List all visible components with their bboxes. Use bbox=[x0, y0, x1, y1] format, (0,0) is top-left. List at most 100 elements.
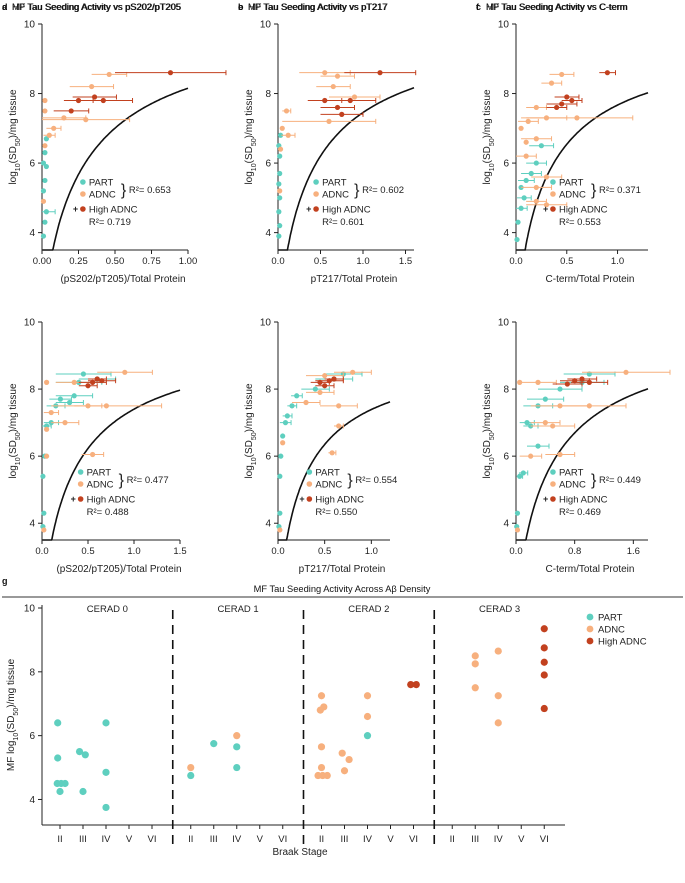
data-point-adnc bbox=[528, 453, 534, 459]
fit-curve bbox=[278, 401, 391, 541]
x-tick-label: 1.0 bbox=[365, 546, 378, 557]
legend-label-part: PART bbox=[322, 178, 347, 189]
data-point-adnc bbox=[350, 369, 356, 375]
legend-brace: } bbox=[119, 472, 125, 489]
data-point-part bbox=[557, 386, 563, 392]
braak-stage-label: V bbox=[518, 834, 525, 845]
data-point-part bbox=[289, 403, 295, 409]
legend-r2-high: R²= 0.719 bbox=[89, 217, 131, 228]
y-tick-label: 4 bbox=[29, 519, 35, 530]
x-tick-label: 0.00 bbox=[33, 256, 52, 267]
data-point-high bbox=[99, 378, 105, 384]
legend-plus: + bbox=[543, 204, 548, 214]
y-tick-label: 4 bbox=[265, 519, 271, 530]
x-tick-label: 0.0 bbox=[35, 546, 48, 557]
data-point-high bbox=[322, 383, 328, 389]
panel-title: MF Tau Seeding Activity vs C-term bbox=[486, 2, 628, 12]
data-point-high bbox=[377, 70, 383, 76]
panel-b: b MF Tau Seeding Activity vs pT217 4 6 8 10 0.… bbox=[238, 2, 417, 285]
legend-marker-adnc bbox=[586, 625, 594, 633]
data-point-adnc bbox=[62, 420, 68, 426]
data-point-adnc bbox=[303, 399, 309, 406]
braak-stage-label: V bbox=[257, 834, 264, 845]
x-tick-label: 0.25 bbox=[69, 256, 88, 267]
y-tick-label: 4 bbox=[503, 228, 509, 239]
data-point-high bbox=[331, 376, 337, 382]
y-tick-label: 10 bbox=[260, 20, 272, 31]
legend-brace: } bbox=[121, 182, 127, 199]
legend-label-part: PART bbox=[559, 468, 584, 479]
data-point-adnc bbox=[46, 132, 52, 138]
data-point-part bbox=[276, 181, 282, 187]
data-point-high bbox=[540, 671, 548, 679]
legend-label-adnc: ADNC bbox=[87, 480, 114, 491]
data-point-adnc bbox=[317, 763, 326, 772]
panel-title: HP Tau Seeding Activity vs pT217 bbox=[248, 2, 387, 12]
panel-letter: g bbox=[2, 576, 8, 586]
legend-brace: } bbox=[591, 472, 597, 489]
legend-r2-combined: R²= 0.653 bbox=[129, 185, 171, 196]
legend-label-high: High ADNC bbox=[598, 637, 647, 648]
data-point-part bbox=[56, 787, 64, 796]
data-point-part bbox=[294, 393, 300, 399]
legend-r2-high: R²= 0.550 bbox=[315, 507, 357, 518]
x-tick-label: 1.0 bbox=[356, 256, 369, 267]
data-point-part bbox=[43, 136, 49, 142]
data-point-part bbox=[277, 195, 283, 201]
legend-marker-adnc bbox=[306, 481, 313, 487]
x-tick-label: 0.8 bbox=[568, 546, 581, 557]
data-point-adnc bbox=[44, 379, 50, 385]
data-point-part bbox=[277, 132, 284, 138]
data-point-adnc bbox=[322, 373, 328, 379]
y-tick-label: 6 bbox=[29, 452, 35, 463]
panel-a: a MF Tau Seeding Activity vs pS202/pT205 4… bbox=[2, 2, 227, 285]
data-point-adnc bbox=[326, 118, 332, 124]
x-axis-label: (pS202/pT205)/Total Protein bbox=[56, 564, 181, 575]
y-tick-label: 8 bbox=[29, 667, 35, 678]
data-point-adnc bbox=[233, 732, 241, 740]
data-point-high bbox=[579, 376, 585, 382]
legend-marker-adnc bbox=[80, 191, 86, 197]
data-point-part bbox=[514, 236, 520, 243]
panel-letter: b bbox=[238, 2, 244, 12]
data-point-part bbox=[75, 748, 84, 756]
data-point-part bbox=[81, 751, 89, 759]
braak-stage-label: II bbox=[57, 834, 62, 845]
data-point-part bbox=[277, 473, 283, 479]
x-axis-label: pT217/Total Protein bbox=[311, 274, 398, 285]
legend-marker-adnc bbox=[550, 481, 556, 487]
braak-stage-label: V bbox=[126, 834, 133, 845]
braak-stage-label: VI bbox=[148, 834, 157, 845]
legend-marker-part bbox=[80, 179, 86, 185]
legend-plus: + bbox=[306, 204, 311, 214]
data-point-adnc bbox=[525, 118, 531, 124]
data-point-adnc bbox=[471, 660, 479, 668]
x-tick-label: 0.50 bbox=[106, 256, 125, 267]
data-point-part bbox=[280, 433, 286, 439]
legend-label-part: PART bbox=[559, 178, 584, 189]
y-axis-label: log10(SD50)/mg tissue bbox=[482, 383, 496, 479]
legend-marker-adnc bbox=[77, 481, 84, 487]
data-point-adnc bbox=[518, 125, 524, 131]
panel-letter: c bbox=[476, 2, 481, 12]
data-point-adnc bbox=[494, 719, 502, 727]
x-tick-label: 1.0 bbox=[127, 546, 140, 557]
legend-marker-high bbox=[306, 496, 313, 502]
y-tick-label: 8 bbox=[29, 89, 35, 100]
data-point-part bbox=[102, 719, 110, 727]
legend-brace: } bbox=[354, 182, 360, 199]
legend-marker-part bbox=[550, 179, 556, 185]
data-point-adnc bbox=[340, 767, 349, 775]
data-point-adnc bbox=[48, 409, 54, 416]
data-point-adnc bbox=[44, 426, 50, 432]
legend-r2-combined: R²= 0.477 bbox=[127, 475, 169, 486]
data-point-high bbox=[100, 97, 106, 104]
legend-plus: + bbox=[299, 494, 304, 504]
data-point-adnc bbox=[42, 143, 48, 149]
data-point-part bbox=[528, 170, 534, 177]
legend-marker-part bbox=[77, 469, 84, 475]
x-tick-label: 0.0 bbox=[271, 256, 284, 267]
data-point-adnc bbox=[316, 706, 324, 714]
y-tick-label: 4 bbox=[29, 795, 35, 806]
x-axis-label: (pS202/pT205)/Total Protein bbox=[60, 274, 185, 285]
